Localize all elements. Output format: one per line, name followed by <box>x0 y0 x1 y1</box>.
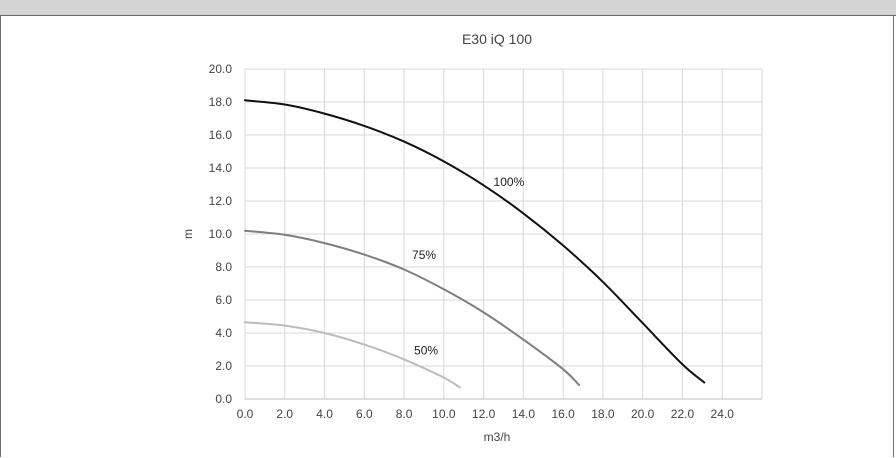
x-axis-label: m3/h <box>484 430 511 444</box>
y-tick-label: 4.0 <box>215 326 232 340</box>
y-axis-ticks: 0.0 2.0 4.0 6.0 8.0 10.0 12.0 14.0 16.0 18.0 20.0 <box>209 62 233 406</box>
series-line-75pct <box>244 229 581 386</box>
chart-series: 100% 75% 50% <box>244 99 706 389</box>
x-tick-label: 4.0 <box>316 407 333 421</box>
x-tick-label: 0.0 <box>237 407 254 421</box>
chart-grid <box>244 68 763 400</box>
title-bar <box>0 0 896 16</box>
y-tick-label: 0.0 <box>215 392 232 406</box>
y-tick-label: 16.0 <box>209 128 233 142</box>
x-tick-label: 18.0 <box>591 407 615 421</box>
x-tick-label: 8.0 <box>396 407 413 421</box>
y-tick-label: 8.0 <box>215 260 232 274</box>
x-tick-label: 20.0 <box>631 407 655 421</box>
y-tick-label: 10.0 <box>209 227 233 241</box>
y-axis-label: m <box>181 229 195 239</box>
x-tick-label: 22.0 <box>671 407 695 421</box>
chart-title: E30 iQ 100 <box>462 31 532 47</box>
y-tick-label: 12.0 <box>209 194 233 208</box>
x-tick-label: 10.0 <box>432 407 456 421</box>
series-label-50pct: 50% <box>414 343 438 357</box>
y-tick-label: 2.0 <box>215 359 232 373</box>
x-tick-label: 6.0 <box>356 407 373 421</box>
x-tick-label: 16.0 <box>551 407 575 421</box>
x-tick-label: 24.0 <box>711 407 735 421</box>
y-tick-label: 20.0 <box>209 62 233 76</box>
y-tick-label: 18.0 <box>209 95 233 109</box>
x-tick-label: 14.0 <box>512 407 536 421</box>
x-tick-label: 2.0 <box>276 407 293 421</box>
y-tick-label: 6.0 <box>215 293 232 307</box>
x-axis-ticks: 0.0 2.0 4.0 6.0 8.0 10.0 12.0 14.0 16.0 18.0 20.0 2… <box>237 407 735 421</box>
series-line-50pct <box>244 321 461 389</box>
x-tick-label: 12.0 <box>472 407 496 421</box>
series-line-100pct <box>244 99 706 384</box>
series-label-100pct: 100% <box>494 175 525 189</box>
y-tick-label: 14.0 <box>209 161 233 175</box>
series-label-75pct: 75% <box>412 248 436 262</box>
